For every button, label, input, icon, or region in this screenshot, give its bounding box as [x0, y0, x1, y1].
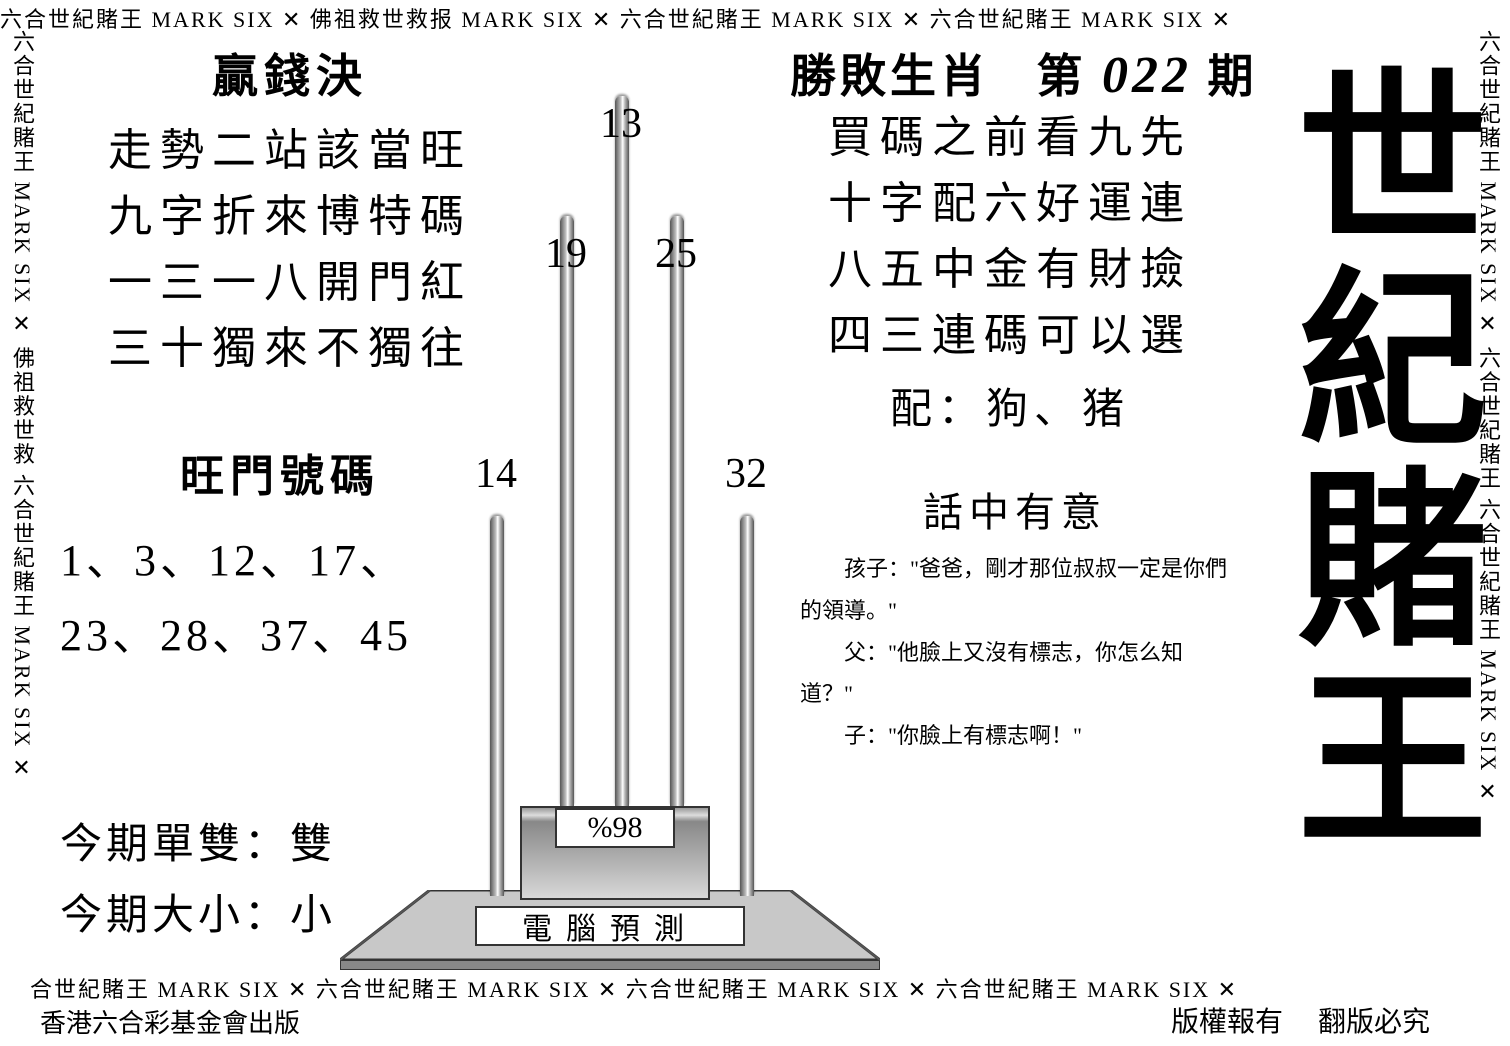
border-top: 六合世紀賭王 MARK SIX ✕ 佛祖救世救报 MARK SIX ✕ 六合世紀… [0, 2, 1510, 34]
left-poem-title: 贏錢決 [60, 40, 520, 106]
chart-bar [740, 516, 754, 896]
issue-number: 022 [1102, 47, 1192, 104]
story-line: 父："他臉上又沒有標志，你怎么知道？" [800, 632, 1230, 716]
chart-bar-label: 19 [536, 230, 596, 278]
prediction-chart: 電腦預測 %98 14 19 13 25 32 [380, 100, 860, 970]
odd-even-line: 今期單雙：雙 [60, 810, 336, 881]
chart-bar-label: 25 [646, 230, 706, 278]
issue-prefix: 第 [1037, 51, 1087, 102]
right-header: 勝敗生肖 第 022 期 [790, 40, 1258, 106]
chart-bar [560, 216, 574, 806]
footer-copyright: 版權報有 翻版必究 [1171, 1000, 1430, 1040]
footer-publisher: 香港六合彩基金會出版 [40, 1003, 300, 1040]
chart-bar-label: 32 [716, 450, 776, 498]
chart-bar [615, 96, 629, 806]
main-vertical-title: 世紀賭王 [1280, 60, 1470, 860]
chart-base-plate: 電腦預測 [340, 890, 880, 970]
story-block: 話中有意 孩子："爸爸，剛才那位叔叔一定是你們的領導。" 父："他臉上又沒有標志… [800, 480, 1230, 757]
big-small-line: 今期大小：小 [60, 881, 336, 952]
story-line: 子："你臉上有標志啊！" [800, 715, 1230, 757]
chart-bar-label: 13 [591, 100, 651, 148]
right-header-left: 勝敗生肖 [790, 51, 990, 102]
story-line: 孩子："爸爸，剛才那位叔叔一定是你們的領導。" [800, 548, 1230, 632]
story-title: 話中有意 [800, 480, 1230, 538]
issue-suffix: 期 [1208, 51, 1258, 102]
chart-bar [490, 516, 504, 896]
chart-bar [670, 216, 684, 806]
border-left: 六合世紀賭王 MARK SIX ✕ 佛祖救世救 六合世紀賭王 MARK SIX … [6, 30, 38, 990]
chart-percent-label: %98 [555, 808, 675, 848]
chart-base-label: 電腦預測 [475, 906, 745, 946]
footer-copyright-1: 版權報有 [1171, 1007, 1283, 1038]
chart-bar-label: 14 [466, 450, 526, 498]
odd-even-block: 今期單雙：雙 今期大小：小 [60, 810, 336, 953]
footer-copyright-2: 翻版必究 [1318, 1007, 1430, 1038]
chart-podium: %98 [520, 806, 710, 900]
